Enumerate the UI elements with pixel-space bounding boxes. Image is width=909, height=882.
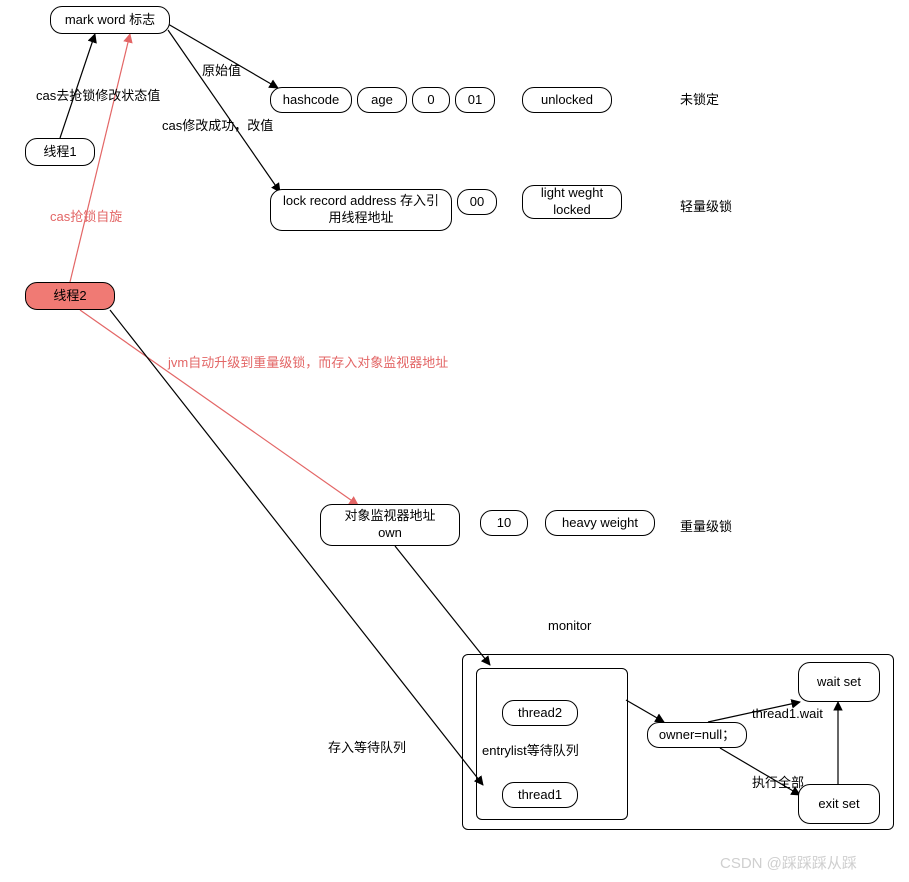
node-ten: 10 bbox=[480, 510, 528, 536]
node-hashcode: hashcode bbox=[270, 87, 352, 113]
label-casmodok: cas修改成功，改值 bbox=[162, 115, 273, 134]
label-execall: 执行全部 bbox=[752, 772, 804, 791]
label-heavy-zh: 重量级锁 bbox=[680, 516, 732, 535]
label-light-zh: 轻量级锁 bbox=[680, 196, 732, 215]
label-entryqueue: 存入等待队列 bbox=[328, 737, 406, 756]
node-lockrecord: lock record address 存入引 用线程地址 bbox=[270, 189, 452, 231]
node-lightw: light weght locked bbox=[522, 185, 622, 219]
label-threadwait: thread1.wait bbox=[752, 706, 823, 721]
node-age: age bbox=[357, 87, 407, 113]
label-unlocked-zh: 未锁定 bbox=[680, 89, 719, 108]
label-entrylist: entrylist等待队列 bbox=[482, 740, 579, 759]
node-markword: mark word 标志 bbox=[50, 6, 170, 34]
node-zeroone: 01 bbox=[455, 87, 495, 113]
watermark: CSDN @踩踩踩从踩 bbox=[720, 852, 857, 873]
node-zzero: 00 bbox=[457, 189, 497, 215]
node-thread2: 线程2 bbox=[25, 282, 115, 310]
label-monitor: monitor bbox=[548, 618, 591, 633]
node-unlocked: unlocked bbox=[522, 87, 612, 113]
node-zero: 0 bbox=[412, 87, 450, 113]
label-upgrade: jvm自动升级到重量级锁，而存入对象监视器地址 bbox=[168, 352, 448, 371]
node-heavy: heavy weight bbox=[545, 510, 655, 536]
node-monitoraddr: 对象监视器地址 own bbox=[320, 504, 460, 546]
label-origvalue: 原始值 bbox=[202, 60, 241, 79]
label-casgrab: cas去抢锁修改状态值 bbox=[36, 85, 160, 104]
node-thread1: 线程1 bbox=[25, 138, 95, 166]
label-casspin: cas抢锁自旋 bbox=[50, 206, 122, 225]
